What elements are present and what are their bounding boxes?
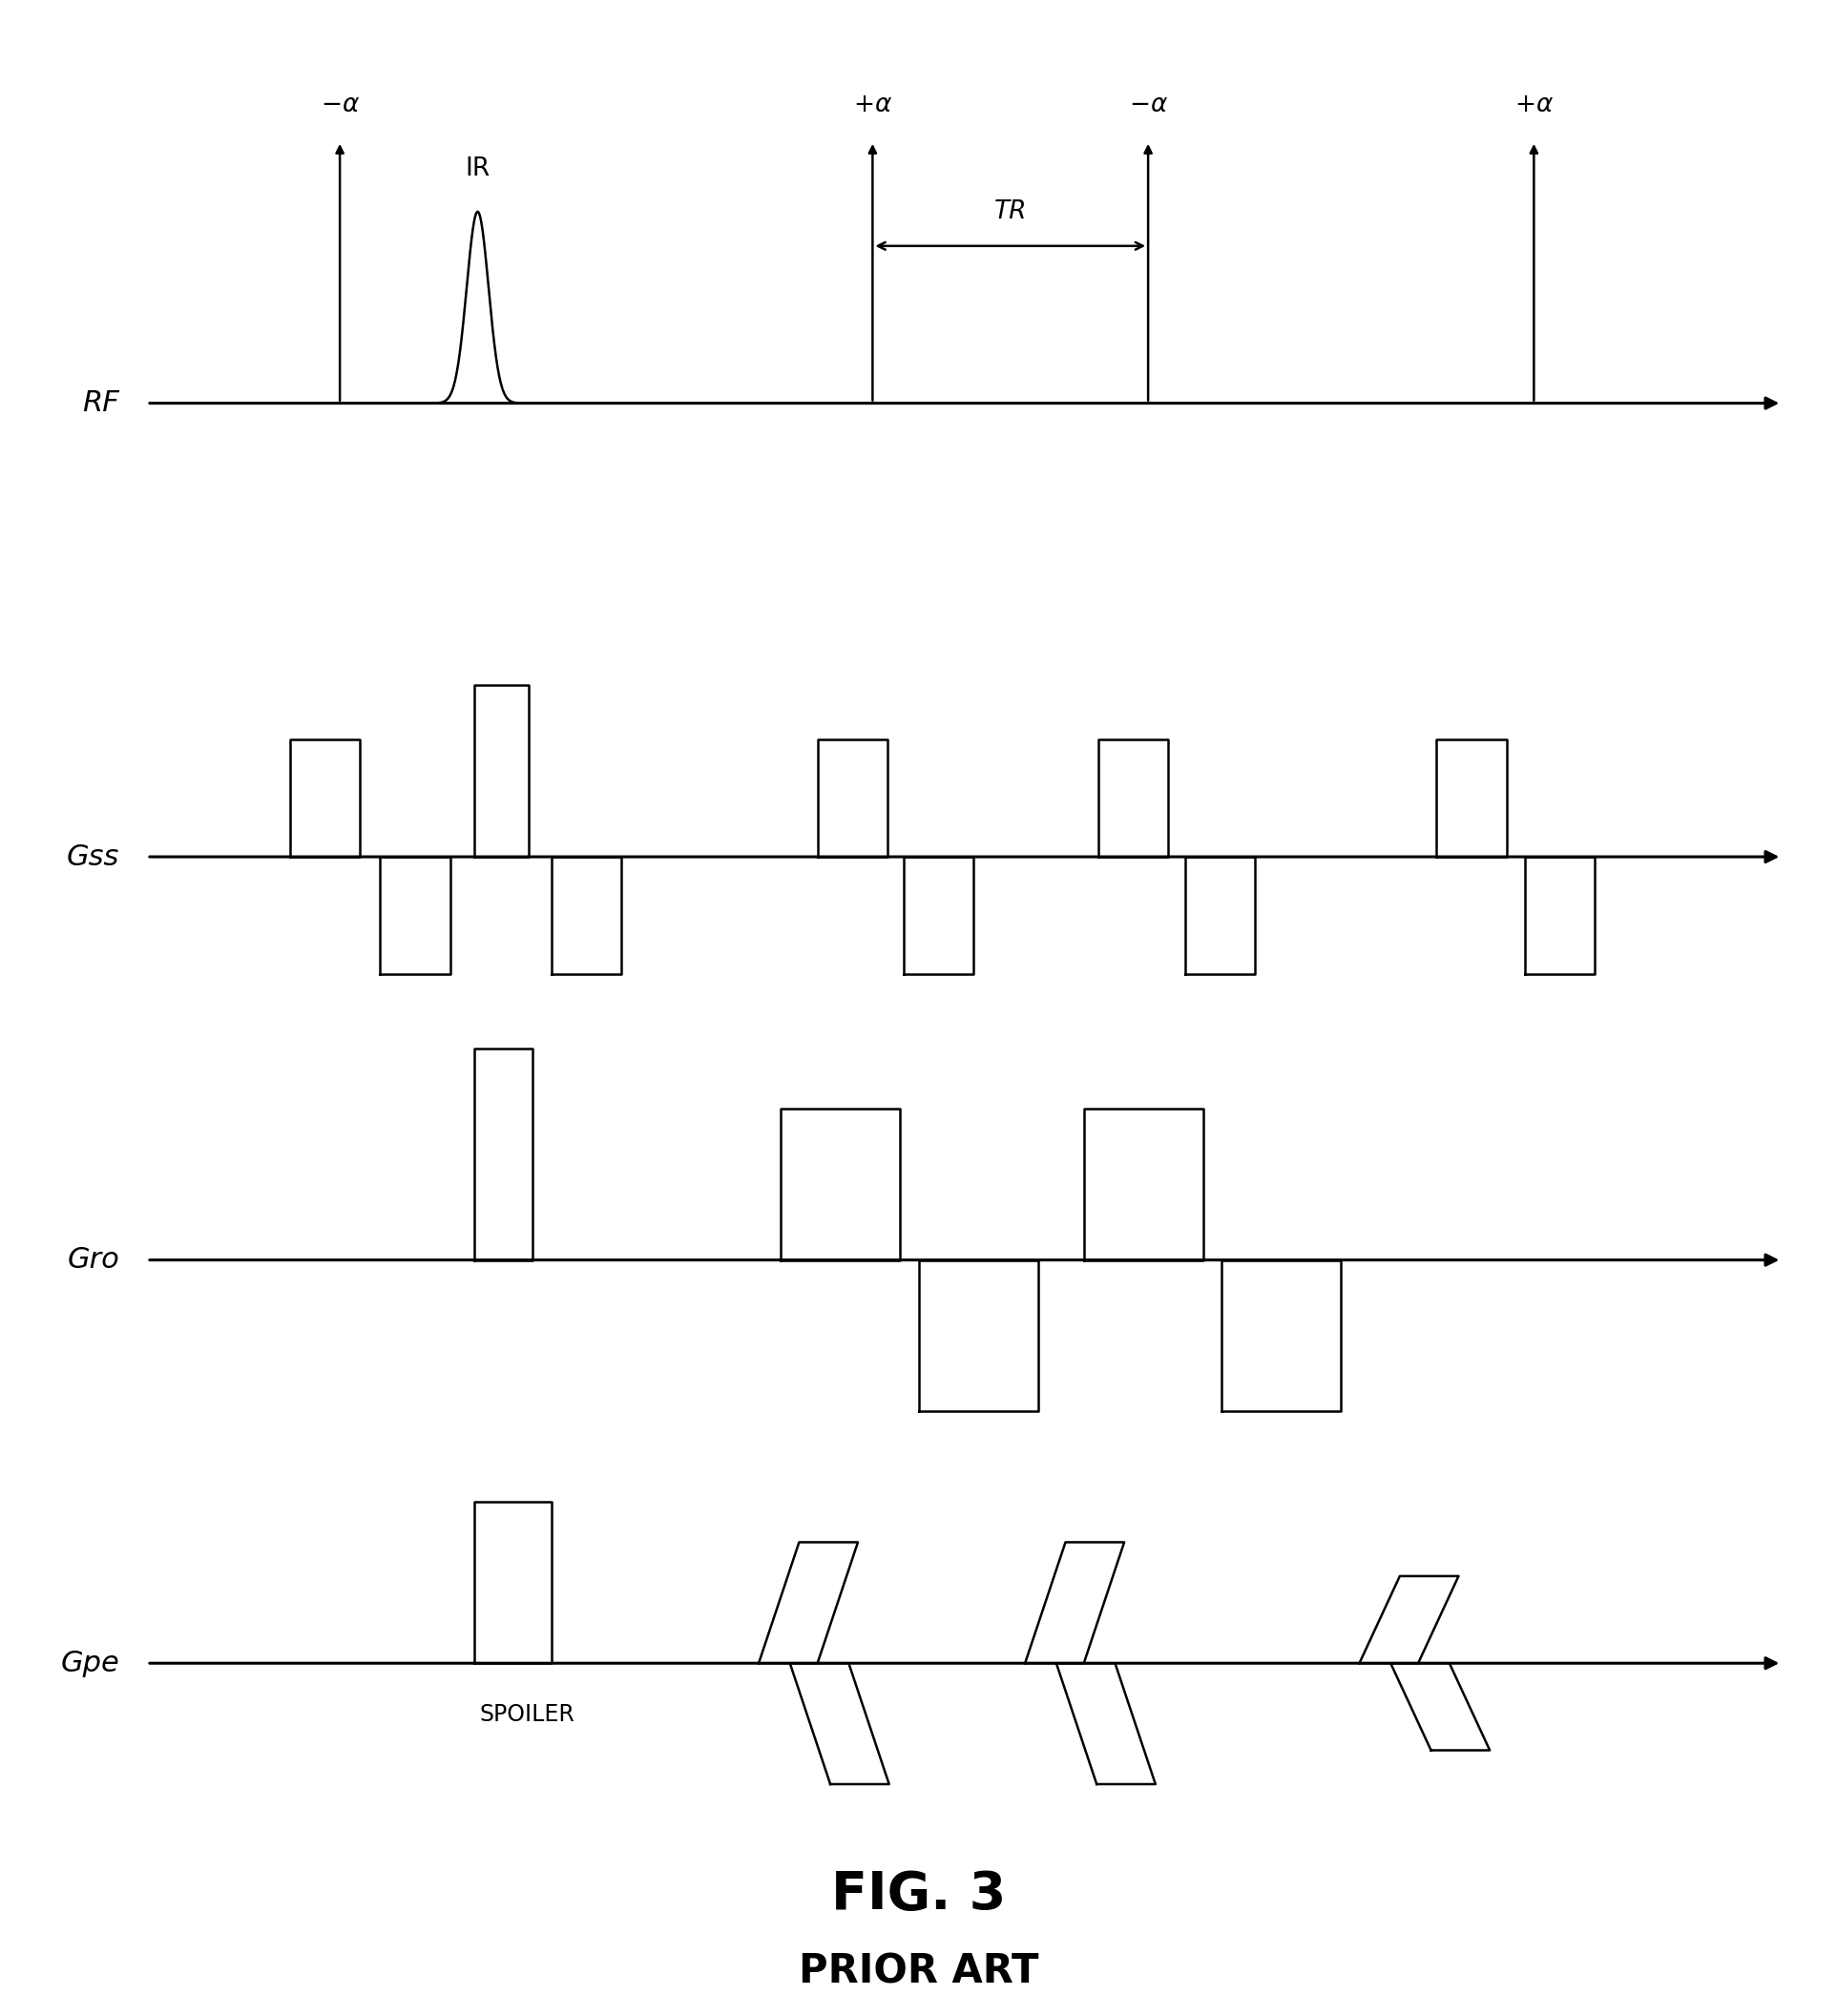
Text: $-\alpha$: $-\alpha$ [320,93,360,117]
Text: TR: TR [994,200,1027,224]
Text: $-\alpha$: $-\alpha$ [1128,93,1168,117]
Text: RF: RF [83,389,119,417]
Text: Gss: Gss [66,843,119,871]
Text: FIG. 3: FIG. 3 [830,1869,1007,1921]
Text: $+\alpha$: $+\alpha$ [852,93,893,117]
Text: Gpe: Gpe [61,1649,119,1677]
Text: Gro: Gro [68,1246,119,1274]
Text: SPOILER: SPOILER [479,1704,575,1726]
Text: $+\alpha$: $+\alpha$ [1514,93,1554,117]
Text: PRIOR ART: PRIOR ART [799,1951,1038,1992]
Text: IR: IR [465,157,490,181]
